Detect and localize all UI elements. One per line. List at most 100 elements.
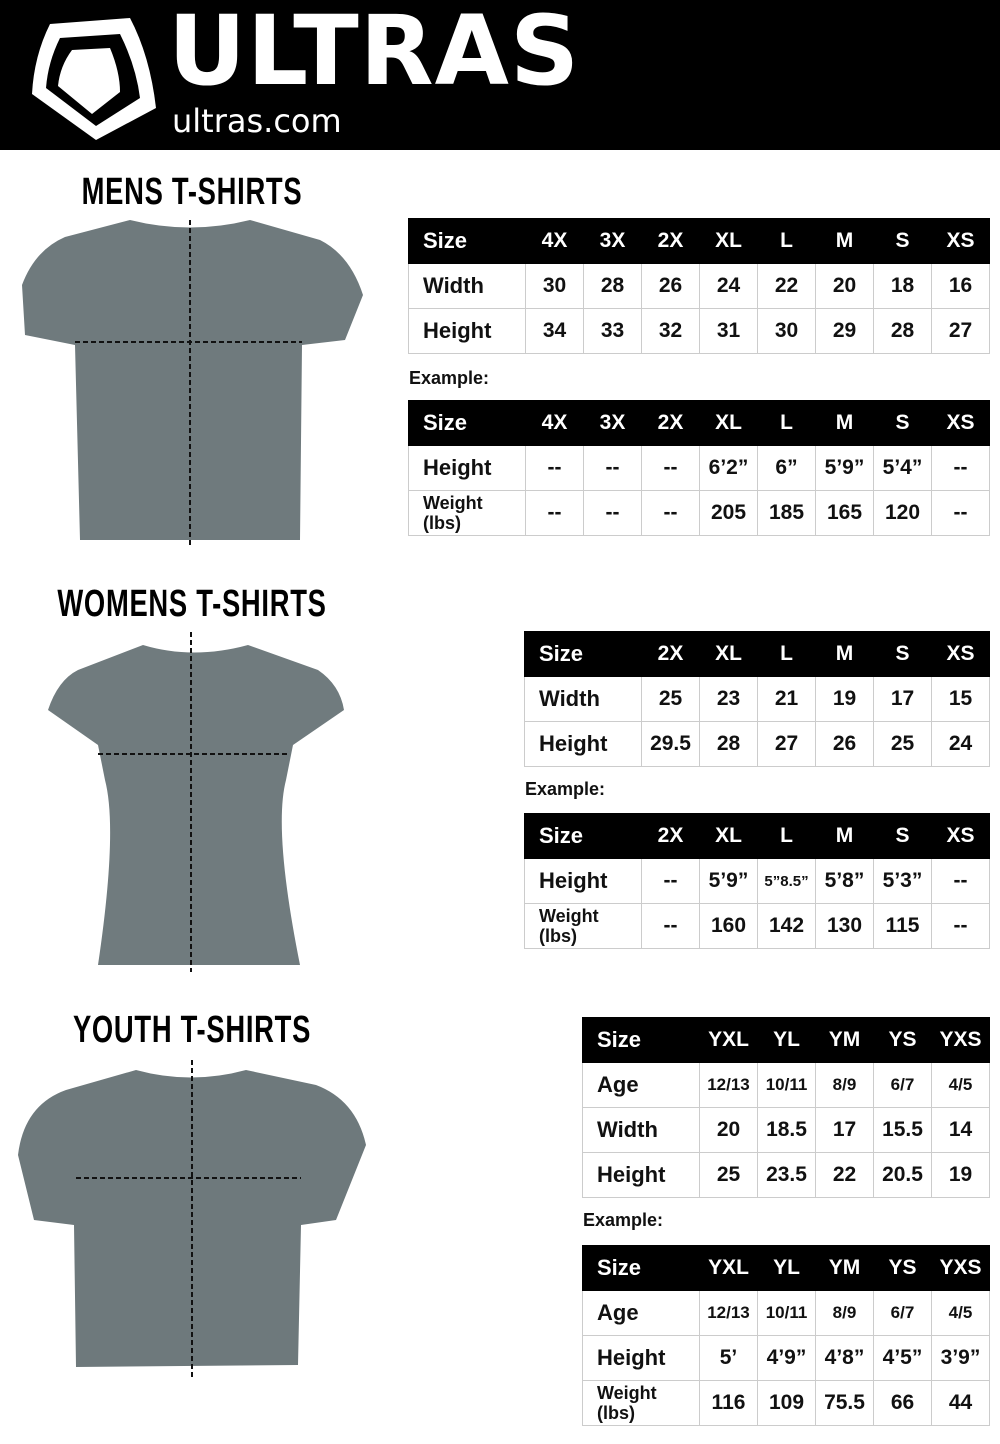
size-header-cell: S	[873, 218, 932, 264]
size-header-cell: L	[757, 218, 816, 264]
size-header-cell: L	[757, 813, 816, 859]
size-header-cell: XL	[699, 813, 758, 859]
table-cell: 6’2”	[699, 445, 758, 491]
size-header-cell: 3X	[583, 218, 642, 264]
table-cell: 5’4”	[873, 445, 932, 491]
row-label: Weight (lbs)	[524, 903, 642, 949]
table-cell: 4/5	[931, 1290, 990, 1336]
size-header-cell: XS	[931, 400, 990, 446]
table-row: Age 12/13 10/11 8/9 6/7 4/5	[582, 1290, 990, 1336]
size-header-cell: S	[873, 813, 932, 859]
table-cell: 30	[525, 263, 584, 309]
table-cell: 28	[873, 308, 932, 354]
table-cell: --	[641, 858, 700, 904]
row-label: Size	[524, 631, 642, 677]
row-label: Size	[408, 218, 526, 264]
table-cell: 120	[873, 490, 932, 536]
womens-size-table: Size 2X XL L M S XS Width 25 23 21 19 17 15 Height 29.5…	[524, 631, 990, 767]
table-cell: 31	[699, 308, 758, 354]
row-label: Weight (lbs)	[582, 1380, 700, 1426]
youth-title: YOUTH T-SHIRTS	[72, 1009, 312, 1051]
shield-logo-icon	[32, 18, 156, 140]
table-cell: 20	[815, 263, 874, 309]
mens-size-table: Size 4X 3X 2X XL L M S XS Width 30 28 26 24 22 20 18 16 He…	[408, 218, 990, 354]
table-cell: 28	[699, 721, 758, 767]
size-header-cell: XL	[699, 218, 758, 264]
table-cell: 33	[583, 308, 642, 354]
mens-title: MENS T-SHIRTS	[81, 171, 303, 213]
table-cell: --	[525, 445, 584, 491]
row-label: Height	[524, 721, 642, 767]
row-label: Width	[524, 676, 642, 722]
table-cell: 29.5	[641, 721, 700, 767]
table-cell: 29	[815, 308, 874, 354]
table-cell: 130	[815, 903, 874, 949]
womens-example-label: Example:	[525, 779, 606, 799]
table-cell: 4’8”	[815, 1335, 874, 1381]
size-header-cell: S	[873, 631, 932, 677]
table-cell: 12/13	[699, 1062, 758, 1108]
table-cell: 6/7	[873, 1062, 932, 1108]
table-cell: 15.5	[873, 1107, 932, 1153]
size-header-cell: YM	[815, 1017, 874, 1063]
youth-shirt-image	[18, 1060, 366, 1377]
table-cell: 27	[931, 308, 990, 354]
table-cell: 5”8.5”	[757, 858, 816, 904]
womens-example-table: Size 2X XL L M S XS Height -- 5’9” 5”8.5” 5’8” 5’3” -…	[524, 813, 990, 949]
size-header-cell: M	[815, 631, 874, 677]
table-cell: 25	[699, 1152, 758, 1198]
size-header-cell: XL	[699, 400, 758, 446]
table-cell: --	[931, 903, 990, 949]
table-cell: 26	[641, 263, 700, 309]
table-cell: --	[583, 490, 642, 536]
table-cell: 14	[931, 1107, 990, 1153]
table-cell: 27	[757, 721, 816, 767]
size-header-cell: 2X	[641, 400, 700, 446]
table-cell: 18.5	[757, 1107, 816, 1153]
size-header-cell: YXS	[931, 1017, 990, 1063]
size-header-cell: XS	[931, 218, 990, 264]
size-header-cell: YXL	[699, 1245, 758, 1291]
table-cell: 6”	[757, 445, 816, 491]
table-cell: --	[583, 445, 642, 491]
size-header-cell: L	[757, 400, 816, 446]
row-label: Size	[582, 1245, 700, 1291]
table-header-row: Size 2X XL L M S XS	[524, 813, 990, 859]
table-cell: 34	[525, 308, 584, 354]
table-cell: 32	[641, 308, 700, 354]
size-header-cell: 2X	[641, 218, 700, 264]
size-header-cell: YXL	[699, 1017, 758, 1063]
table-cell: 12/13	[699, 1290, 758, 1336]
table-cell: 160	[699, 903, 758, 949]
mens-example-table: Size 4X 3X 2X XL L M S XS Height -- -- -- 6’2” 6” 5’9” 5…	[408, 400, 990, 536]
table-row: Height -- 5’9” 5”8.5” 5’8” 5’3” --	[524, 858, 990, 904]
table-row: Width 25 23 21 19 17 15	[524, 676, 990, 722]
table-cell: 15	[931, 676, 990, 722]
size-header-cell: YS	[873, 1017, 932, 1063]
size-header-cell: XS	[931, 813, 990, 859]
row-label: Age	[582, 1062, 700, 1108]
size-header-cell: 4X	[525, 218, 584, 264]
table-cell: 22	[757, 263, 816, 309]
table-header-row: Size YXL YL YM YS YXS	[582, 1245, 990, 1291]
table-cell: 109	[757, 1380, 816, 1426]
size-header-cell: YL	[757, 1017, 816, 1063]
table-cell: --	[641, 490, 700, 536]
table-cell: 24	[699, 263, 758, 309]
table-cell: --	[931, 490, 990, 536]
table-cell: 5’	[699, 1335, 758, 1381]
table-cell: 8/9	[815, 1290, 874, 1336]
youth-size-table: Size YXL YL YM YS YXS Age 12/13 10/11 8/9 6/7 4/5 Wi…	[582, 1017, 990, 1198]
row-label: Height	[408, 308, 526, 354]
table-cell: 17	[815, 1107, 874, 1153]
womens-shirt-image	[48, 632, 344, 972]
table-row: Weight (lbs) -- 160 142 130 115 --	[524, 903, 990, 949]
table-cell: 205	[699, 490, 758, 536]
table-cell: 5’9”	[699, 858, 758, 904]
womens-title: WOMENS T-SHIRTS	[57, 583, 327, 625]
table-cell: 21	[757, 676, 816, 722]
row-label: Weight (lbs)	[408, 490, 526, 536]
table-cell: 23	[699, 676, 758, 722]
table-cell: 4’5”	[873, 1335, 932, 1381]
